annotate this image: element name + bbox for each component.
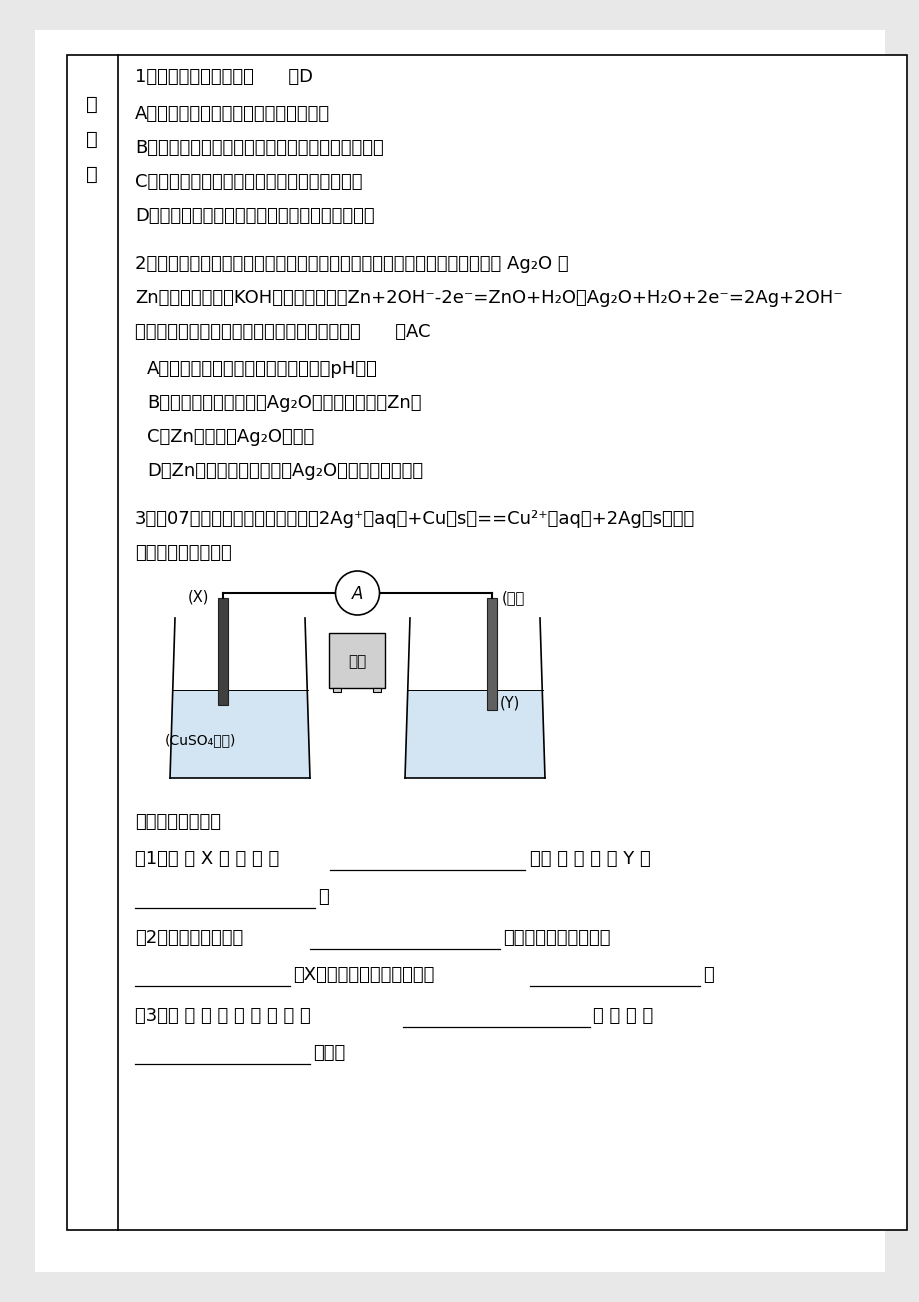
Circle shape bbox=[335, 572, 380, 615]
Text: B．原电池中电子流出的一极是正极，发生氧化反应: B．原电池中电子流出的一极是正极，发生氧化反应 bbox=[135, 139, 383, 158]
Text: （2）银电极为电池的: （2）银电极为电池的 bbox=[135, 928, 243, 947]
Text: 请回答下列问题：: 请回答下列问题： bbox=[135, 812, 221, 831]
Text: 学: 学 bbox=[86, 95, 97, 115]
Text: (CuSO₄溶液): (CuSO₄溶液) bbox=[165, 733, 236, 747]
Bar bbox=[373, 687, 381, 691]
Bar bbox=[218, 598, 228, 704]
Text: ；: ； bbox=[318, 888, 328, 906]
Polygon shape bbox=[170, 690, 310, 779]
Text: 盐桥: 盐桥 bbox=[348, 655, 367, 669]
Text: ；电 解 质 溶 液 Y 是: ；电 解 质 溶 液 Y 是 bbox=[529, 850, 650, 868]
Text: （3）外 电 路 中 的 电 子 是 从: （3）外 电 路 中 的 电 子 是 从 bbox=[135, 1006, 311, 1025]
Text: A．原电池是把电能转化为化学能的装置: A．原电池是把电能转化为化学能的装置 bbox=[135, 105, 330, 124]
Text: （1）电 极 X 的 材 料 是: （1）电 极 X 的 材 料 是 bbox=[135, 850, 279, 868]
Text: C．Zn是负极，Ag₂O是正极: C．Zn是负极，Ag₂O是正极 bbox=[147, 428, 314, 447]
Text: 过: 过 bbox=[86, 130, 97, 148]
Text: D．Zn电极发生还原反应，Ag₂O电极发生氧化反应: D．Zn电极发生还原反应，Ag₂O电极发生氧化反应 bbox=[147, 462, 423, 480]
Text: (X): (X) bbox=[188, 590, 210, 605]
Text: D．形成原电池后，原电池中的阳离子向正极移动: D．形成原电池后，原电池中的阳离子向正极移动 bbox=[135, 207, 374, 225]
Polygon shape bbox=[404, 690, 544, 779]
Text: Zn，电解质溶液为KOH，电极反应为：Zn+2OH⁻-2e⁻=ZnO+H₂O；Ag₂O+H₂O+2e⁻=2Ag+2OH⁻: Zn，电解质溶液为KOH，电极反应为：Zn+2OH⁻-2e⁻=ZnO+H₂O；A… bbox=[135, 289, 842, 307]
Text: 1．下列说法正确的是（      ）D: 1．下列说法正确的是（ ）D bbox=[135, 68, 312, 86]
Text: 电极。: 电极。 bbox=[312, 1044, 345, 1062]
Text: 程: 程 bbox=[86, 165, 97, 184]
Text: 电 极 流 向: 电 极 流 向 bbox=[593, 1006, 652, 1025]
Text: 3．（07海南）依据氧化还原反应：2Ag⁺（aq）+Cu（s）==Cu²⁺（aq）+2Ag（s）设计: 3．（07海南）依据氧化还原反应：2Ag⁺（aq）+Cu（s）==Cu²⁺（aq… bbox=[135, 510, 695, 529]
Text: (Y): (Y) bbox=[499, 695, 519, 710]
Text: (銀）: (銀） bbox=[501, 590, 525, 605]
Text: A: A bbox=[351, 585, 363, 603]
Bar bbox=[329, 633, 385, 687]
Text: C．原电池的两极发生的反应均为氧化还原反应: C．原电池的两极发生的反应均为氧化还原反应 bbox=[135, 173, 362, 191]
Bar bbox=[486, 598, 496, 710]
Text: A．在使用过程中，电池负极区溶液的pH减小: A．在使用过程中，电池负极区溶液的pH减小 bbox=[147, 361, 378, 379]
Text: 极，发生的电极反应为: 极，发生的电极反应为 bbox=[503, 928, 610, 947]
Text: 根据上述反应式，判断下列叙述中正确的是：（      ）AC: 根据上述反应式，判断下列叙述中正确的是：（ ）AC bbox=[135, 323, 430, 341]
Text: 2．微型鈕扣电池在现代生活中有广泛应用。有一种銀锥电池，其电极分别是 Ag₂O 和: 2．微型鈕扣电池在现代生活中有广泛应用。有一种銀锥电池，其电极分别是 Ag₂O … bbox=[135, 255, 568, 273]
Bar bbox=[333, 687, 341, 691]
Text: ；X电极上发生的电极反应为: ；X电极上发生的电极反应为 bbox=[292, 966, 434, 984]
Text: B．使用过程中，电子由Ag₂O极经外电路流向Zn极: B．使用过程中，电子由Ag₂O极经外电路流向Zn极 bbox=[147, 395, 421, 413]
Text: ；: ； bbox=[702, 966, 713, 984]
Text: 的原电池如图所示。: 的原电池如图所示。 bbox=[135, 544, 232, 562]
